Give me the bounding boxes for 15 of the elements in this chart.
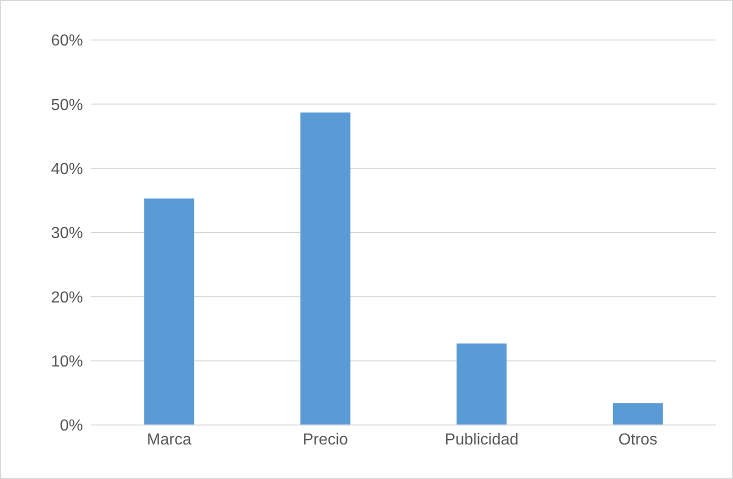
y-tick-label: 40%	[50, 161, 83, 178]
y-tick-label: 60%	[50, 32, 83, 50]
y-tick-label: 30%	[50, 225, 83, 242]
y-tick-label: 10%	[50, 354, 83, 371]
bar	[612, 403, 663, 425]
x-tick-label: Otros	[618, 431, 658, 448]
bar	[456, 344, 507, 425]
y-tick-label: 50%	[50, 96, 83, 114]
x-tick-label: Precio	[302, 431, 348, 448]
y-tick-label: 20%	[50, 289, 83, 306]
x-tick-label: Publicidad	[444, 431, 519, 448]
bar	[144, 198, 194, 425]
x-tick-label: Marca	[146, 431, 192, 448]
y-tick-label: 0%	[60, 418, 83, 435]
bar	[300, 112, 350, 425]
